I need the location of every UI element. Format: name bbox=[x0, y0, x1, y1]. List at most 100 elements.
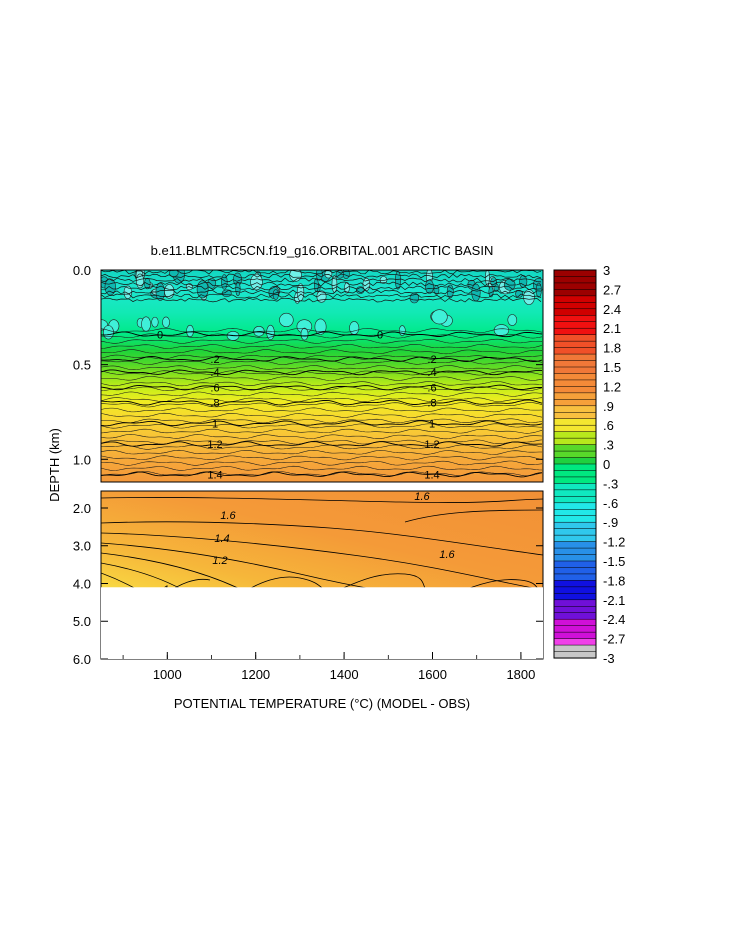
colorbar-band bbox=[553, 463, 597, 472]
colorbar-band bbox=[553, 457, 597, 465]
contour-label: .6 bbox=[427, 382, 436, 394]
subsurface-eddy bbox=[493, 324, 510, 337]
colorbar-band bbox=[553, 502, 597, 510]
subsurface-eddy bbox=[141, 316, 151, 332]
surface-contour-line bbox=[101, 293, 542, 299]
minor-contour bbox=[101, 370, 543, 376]
contour-line bbox=[101, 384, 542, 391]
x-axis-label: POTENTIAL TEMPERATURE (°C) (MODEL - OBS) bbox=[174, 696, 470, 711]
y-tick-label: 6.0 bbox=[73, 652, 91, 667]
minor-contour bbox=[101, 354, 543, 360]
lower-y-ticks: 2.0 3.0 4.0 5.0 6.0 bbox=[73, 501, 543, 667]
surface-contour-line bbox=[101, 277, 542, 283]
y-tick-label: 5.0 bbox=[73, 614, 91, 629]
minor-contour bbox=[101, 328, 543, 333]
colorbar-label: 0 bbox=[603, 457, 610, 472]
x-tick-label: 1400 bbox=[330, 667, 359, 682]
colorbar-band bbox=[553, 534, 597, 543]
minor-contour bbox=[101, 402, 543, 408]
colorbar-band bbox=[553, 431, 597, 439]
colorbar-band bbox=[553, 315, 597, 323]
minor-contour bbox=[101, 418, 543, 424]
colorbar-label: -3 bbox=[603, 651, 615, 666]
y-tick-label: 0.5 bbox=[73, 358, 91, 373]
lower-contours bbox=[101, 497, 543, 594]
upper-panel-frame bbox=[100, 269, 544, 483]
colorbar-label: 2.4 bbox=[603, 302, 621, 317]
contour-label: 0 bbox=[157, 329, 163, 341]
colorbar-band bbox=[553, 282, 597, 290]
minor-contour bbox=[101, 381, 543, 387]
subsurface-eddy bbox=[162, 316, 170, 328]
contour-line bbox=[101, 420, 543, 427]
lower-contour-line bbox=[101, 521, 543, 556]
colorbar-label: .9 bbox=[603, 399, 614, 414]
colorbar-band bbox=[553, 593, 597, 601]
contour-label: 0 bbox=[377, 329, 383, 341]
colorbar-band bbox=[553, 399, 597, 407]
colorbar-band bbox=[553, 347, 597, 355]
colorbar-label: 1.8 bbox=[603, 341, 621, 356]
contour-label: 1.2 bbox=[424, 439, 439, 451]
x-tick-label: 1200 bbox=[241, 667, 270, 682]
colorbar-label: 3 bbox=[603, 263, 610, 278]
contour-label: 1.4 bbox=[207, 469, 222, 481]
colorbar-band bbox=[553, 295, 597, 303]
colorbar-label: -.6 bbox=[603, 496, 618, 511]
contour-label: .2 bbox=[210, 354, 219, 366]
surface-eddy bbox=[394, 271, 401, 290]
lower-contour-line bbox=[101, 552, 251, 594]
colorbar-label: .6 bbox=[603, 418, 614, 433]
lower-contour-label: 1.2 bbox=[212, 555, 227, 567]
colorbar-band bbox=[553, 366, 597, 375]
contour-line bbox=[101, 441, 542, 447]
minor-contour bbox=[101, 455, 543, 461]
colorbar-label: -1.5 bbox=[603, 554, 625, 569]
minor-contour bbox=[101, 460, 543, 466]
surface-eddy bbox=[515, 290, 524, 298]
colorbar-band bbox=[553, 644, 597, 653]
colorbar-label: 2.7 bbox=[603, 282, 621, 297]
subsurface-eddy bbox=[314, 318, 327, 335]
chart-title: b.e11.BLMTRC5CN.f19_g16.ORBITAL.001 ARCT… bbox=[151, 243, 494, 258]
lower-panel: 1.61.61.41.211.6 bbox=[100, 490, 544, 660]
colorbar-band bbox=[553, 269, 597, 278]
minor-contour bbox=[101, 343, 543, 349]
colorbar-label: .3 bbox=[603, 438, 614, 453]
surface-eddy bbox=[331, 275, 338, 293]
colorbar-band bbox=[553, 340, 597, 349]
surface-eddy bbox=[425, 279, 434, 294]
contour-label: .8 bbox=[427, 398, 436, 410]
colorbar-band bbox=[553, 392, 597, 400]
colorbar-band bbox=[553, 638, 597, 646]
colorbar-band bbox=[553, 353, 597, 362]
colorbar-band bbox=[553, 405, 597, 413]
colorbar-band bbox=[553, 541, 597, 549]
colorbar-band bbox=[553, 599, 597, 607]
colorbar-band bbox=[553, 625, 597, 633]
subsurface-eddy bbox=[102, 325, 114, 340]
lower-contour-label: 1.6 bbox=[414, 491, 430, 503]
colorbar-band bbox=[553, 379, 597, 387]
colorbar-label: -2.1 bbox=[603, 593, 625, 608]
x-tick-label: 1000 bbox=[153, 667, 182, 682]
surface-eddy bbox=[221, 274, 228, 290]
subsurface-eddy bbox=[300, 327, 309, 341]
subsurface-eddy bbox=[431, 309, 448, 325]
colorbar-band bbox=[553, 509, 597, 517]
minor-contour bbox=[101, 428, 543, 434]
colorbar-label: 2.1 bbox=[603, 321, 621, 336]
colorbar-band bbox=[553, 418, 597, 426]
surface-eddy bbox=[490, 277, 497, 287]
contour-label: .4 bbox=[427, 367, 436, 379]
subsurface-eddy bbox=[279, 312, 294, 328]
lower-contour-line bbox=[101, 497, 543, 503]
surface-contour-line bbox=[101, 297, 542, 303]
colorbar-band bbox=[553, 424, 597, 433]
subsurface-eddy bbox=[507, 314, 518, 326]
subsurface-eddy bbox=[151, 316, 159, 328]
lower-contour-label: 1.6 bbox=[220, 510, 236, 522]
colorbar-band bbox=[553, 483, 597, 491]
minor-contour bbox=[101, 349, 543, 355]
colorbar-band bbox=[553, 651, 597, 659]
